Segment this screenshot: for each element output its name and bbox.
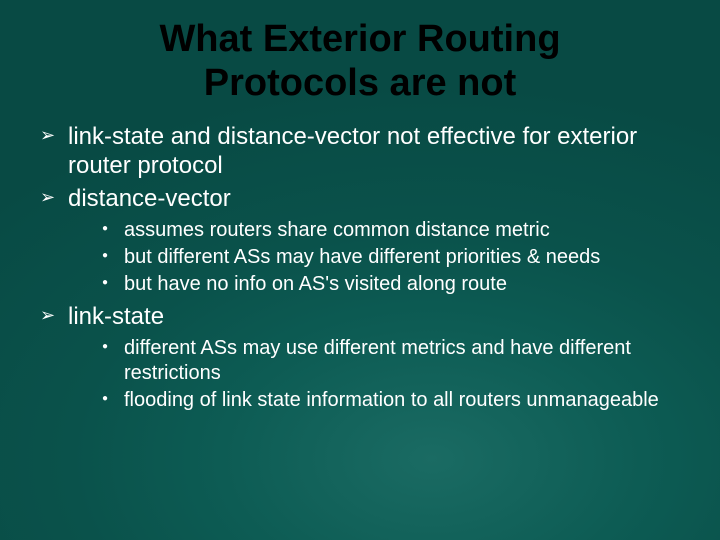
- sub-bullet-item: but different ASs may have different pri…: [68, 245, 680, 270]
- bullet-item: link-state different ASs may use differe…: [40, 303, 680, 413]
- sub-bullet-list: different ASs may use different metrics …: [68, 336, 680, 413]
- sub-bullet-item: but have no info on AS's visited along r…: [68, 272, 680, 297]
- sub-bullet-list: assumes routers share common distance me…: [68, 218, 680, 297]
- sub-bullet-item: different ASs may use different metrics …: [68, 336, 680, 386]
- bullet-list: link-state and distance-vector not effec…: [40, 123, 680, 412]
- bullet-text: link-state and distance-vector not effec…: [68, 123, 637, 179]
- bullet-item: link-state and distance-vector not effec…: [40, 123, 680, 181]
- bullet-text: link-state: [68, 303, 164, 330]
- bullet-text: distance-vector: [68, 185, 231, 212]
- sub-bullet-item: flooding of link state information to al…: [68, 388, 680, 413]
- bullet-item: distance-vector assumes routers share co…: [40, 185, 680, 297]
- sub-bullet-item: assumes routers share common distance me…: [68, 218, 680, 243]
- slide-title: What Exterior Routing Protocols are not: [40, 18, 680, 105]
- slide: What Exterior Routing Protocols are not …: [0, 0, 720, 540]
